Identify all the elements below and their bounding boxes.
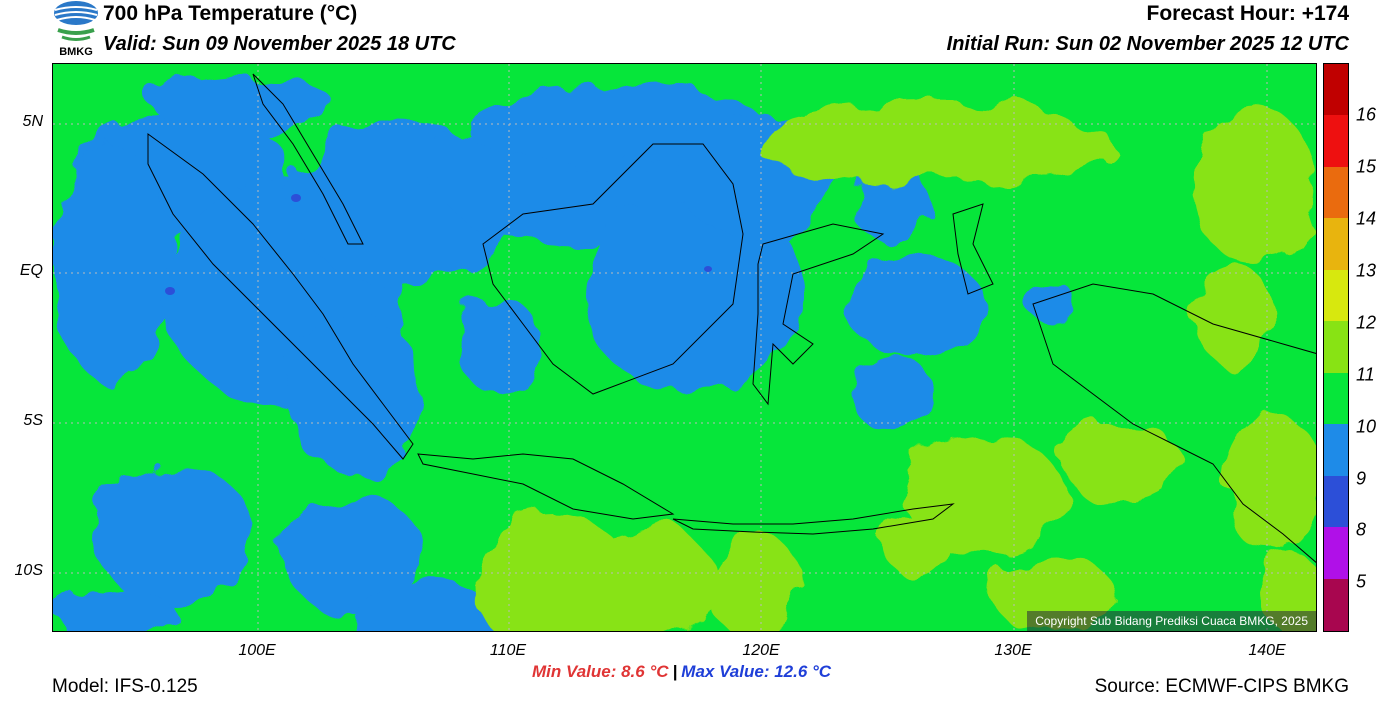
map-field [53,64,1316,631]
source-info: Source: ECMWF-CIPS BMKG [1094,676,1349,697]
lat-label-5n: 5N [22,113,43,130]
temperature-map[interactable]: Copyright Sub Bidang Prediksi Cuaca BMKG… [52,63,1317,632]
colorbar-label: 15 [1356,156,1377,177]
colorbar-label: 11 [1356,364,1375,385]
forecast-hour: Forecast Hour: +174 [1146,2,1350,25]
lat-label-eq: EQ [19,262,43,279]
logo-text: BMKG [59,46,93,58]
colorbar-label: 12 [1356,312,1377,333]
colorbar-label: 8 [1356,519,1367,540]
colorbar-segment [1324,373,1348,424]
valid-time: Valid: Sun 09 November 2025 18 UTC [103,33,456,55]
colorbar [1323,63,1349,632]
colorbar-label: 9 [1356,468,1367,489]
colorbar-segment [1324,527,1348,579]
min-max-values: Min Value: 8.6 °C | Max Value: 12.6 °C [532,662,831,682]
model-info: Model: IFS-0.125 [52,676,198,697]
colorbar-label: 5 [1356,571,1367,592]
colorbar-label: 16 [1356,104,1377,125]
colorbar-segment [1324,64,1348,115]
lon-label-100e: 100E [238,642,276,659]
colorbar-segment [1324,270,1348,321]
colorbar-segment [1324,218,1348,270]
lon-label-130e: 130E [994,642,1032,659]
bmkg-logo-icon [54,1,98,41]
lon-label-140e: 140E [1248,642,1286,659]
lat-label-10s: 10S [14,562,43,579]
colorbar-label: 10 [1356,416,1377,437]
lon-label-110e: 110E [489,642,527,659]
map-title: 700 hPa Temperature (°C) [103,2,358,25]
copyright-notice: Copyright Sub Bidang Prediksi Cuaca BMKG… [1027,611,1316,631]
max-value: Max Value: 12.6 °C [681,662,832,681]
colorbar-segment [1324,167,1348,218]
initial-run: Initial Run: Sun 02 November 2025 12 UTC [946,33,1349,55]
colorbar-segment [1324,476,1348,527]
colorbar-label: 14 [1356,208,1377,229]
colorbar-label: 13 [1356,260,1377,281]
colorbar-segment [1324,115,1348,167]
colorbar-segment [1324,424,1348,476]
colorbar-segment [1324,321,1348,373]
colorbar-segment [1324,579,1348,631]
separator: | [672,662,678,681]
lon-label-120e: 120E [742,642,780,659]
lat-label-5s: 5S [23,412,43,429]
min-value: Min Value: 8.6 °C [532,662,669,681]
